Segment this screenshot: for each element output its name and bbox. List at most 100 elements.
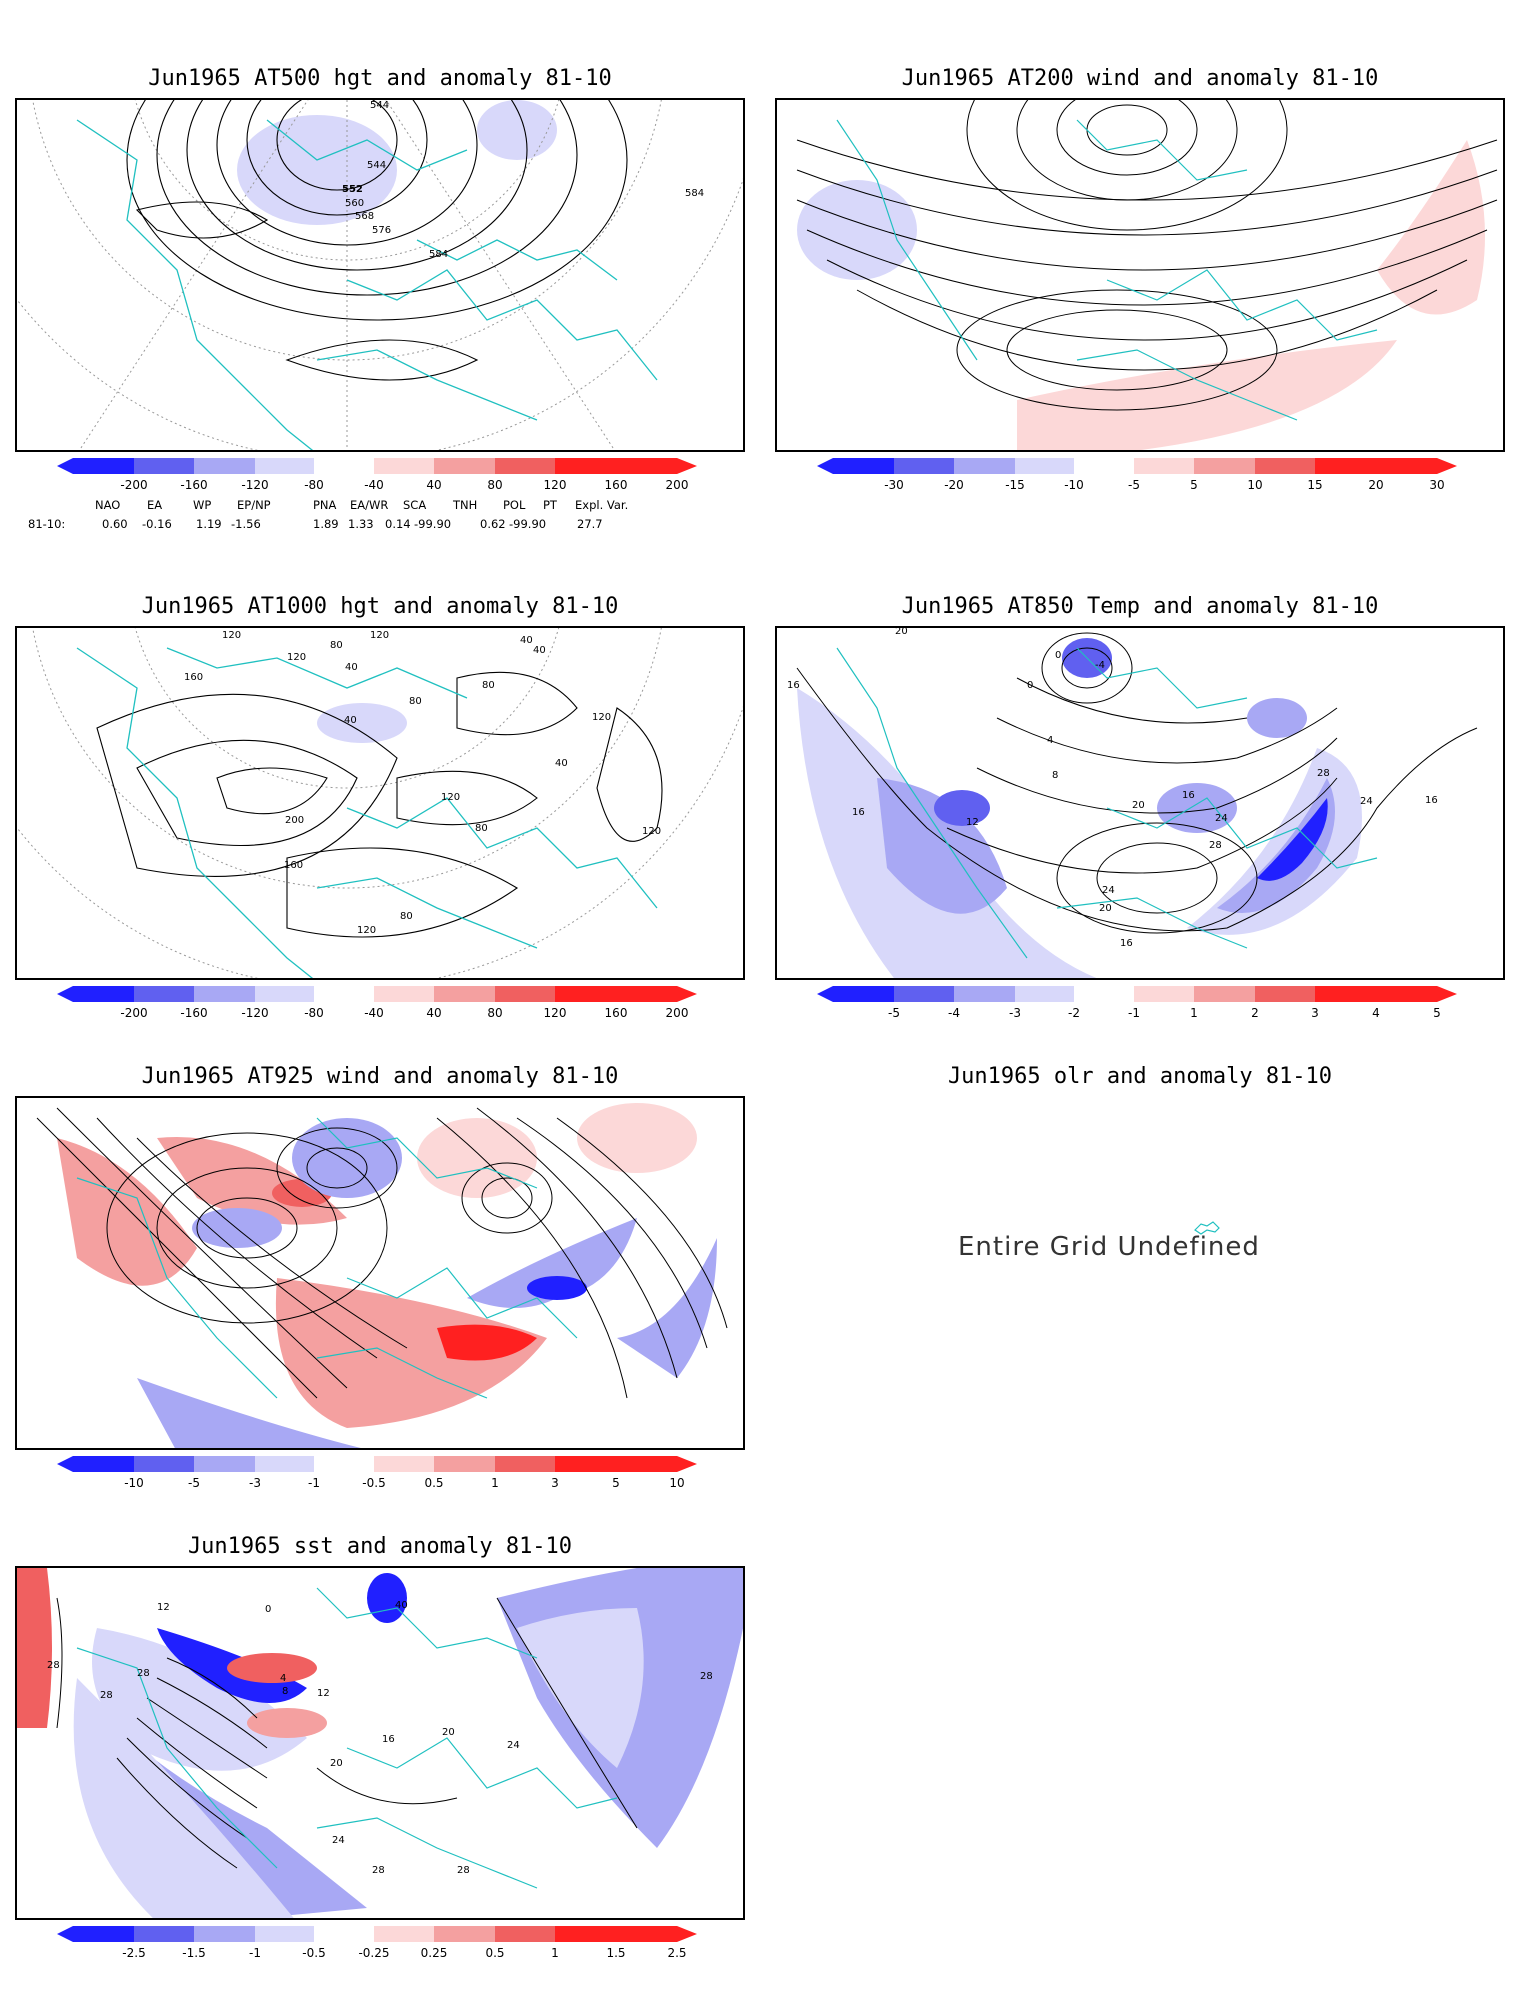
contour-label: 28	[100, 1690, 113, 1701]
contour-label: 0	[1027, 680, 1033, 691]
contour-label: 24	[1215, 813, 1228, 824]
contour-label: 552	[342, 184, 363, 195]
colorbar-tick: -2.5	[122, 1946, 146, 1960]
contour-label: 120	[357, 925, 376, 936]
colorbar-tick: -1	[1128, 1006, 1140, 1020]
colorbar-tick: -3	[1009, 1006, 1021, 1020]
colorbar-tick: 10	[669, 1476, 685, 1490]
contour-label: 16	[787, 680, 800, 691]
contour-label: 560	[345, 198, 364, 209]
contour-label: 80	[330, 640, 343, 651]
colorbar-tick: -3	[249, 1476, 261, 1490]
teleconnection-indices: NAO EA WP EP/NP PNA EA/WR SCA TNH POL PT…	[0, 498, 760, 538]
index-value: -99.90	[509, 517, 547, 531]
index-header: TNH	[453, 498, 478, 512]
colorbar: -200 -160 -120 -80 -40 40 80 120 160 200	[57, 984, 697, 1024]
colorbar-tick: 200	[665, 1006, 689, 1020]
panel-title: Jun1965 sst and anomaly 81-10	[187, 1534, 573, 1559]
panel-title: Jun1965 AT500 hgt and anomaly 81-10	[148, 66, 612, 91]
contour-label: 28	[1209, 840, 1222, 851]
colorbar-tick: 120	[543, 1006, 567, 1020]
panel-title: Jun1965 AT850 Temp and anomaly 81-10	[901, 594, 1379, 619]
colorbar-tick: -160	[180, 1006, 208, 1020]
index-value: 1.33	[348, 517, 374, 531]
contour-label: 40	[395, 1600, 408, 1611]
colorbar-tick: 5	[1190, 478, 1198, 492]
index-value: 0.60	[102, 517, 128, 531]
contour-label: 0	[265, 1604, 271, 1615]
colorbar-tick: -4	[948, 1006, 960, 1020]
map-at500: 544 544 552 560 568 576 584 584	[15, 98, 745, 452]
panel-at850: Jun1965 AT850 Temp and anomaly 81-10	[760, 588, 1520, 1028]
contour-label: 4	[1047, 735, 1053, 746]
panel-olr: Jun1965 olr and anomaly 81-10 Entire Gri…	[760, 1058, 1520, 1498]
colorbar-tick: 160	[604, 1006, 628, 1020]
colorbar-tick: 1	[491, 1476, 499, 1490]
colorbar-tick: 20	[1368, 478, 1384, 492]
colorbar-tick: -20	[944, 478, 964, 492]
colorbar-tick: -0.25	[358, 1946, 390, 1960]
panel-at200: Jun1965 AT200 wind and anomaly 81-10	[760, 60, 1520, 492]
coastline-fragment	[1194, 1221, 1220, 1235]
contour-label: 24	[507, 1740, 520, 1751]
colorbar-tick: -5	[888, 1006, 900, 1020]
contour-label: 20	[1132, 800, 1145, 811]
colorbar-tick: -40	[364, 1006, 384, 1020]
index-value: 1.89	[313, 517, 339, 531]
colorbar-tick: -120	[241, 1006, 269, 1020]
contour-label: 584	[685, 188, 704, 199]
colorbar-tick: 10	[1247, 478, 1263, 492]
colorbar-tick: 5	[1433, 1006, 1441, 1020]
index-value: 1.19	[196, 517, 222, 531]
colorbar-tick: 0.5	[485, 1946, 505, 1960]
contour-label: 544	[370, 100, 389, 111]
contour-label: 28	[457, 1865, 470, 1876]
index-value: -99.90	[414, 517, 452, 531]
colorbar-tick: 2.5	[667, 1946, 687, 1960]
contour-label: 20	[1099, 903, 1112, 914]
colorbar-tick: -1	[308, 1476, 320, 1490]
colorbar-tick: 30	[1429, 478, 1445, 492]
colorbar-tick: 80	[487, 1006, 503, 1020]
panel-title: Jun1965 olr and anomaly 81-10	[947, 1064, 1333, 1089]
map-at1000: 120 120 120 80 40 160 40 80 200 160 120 …	[15, 626, 745, 980]
colorbar-tick: 200	[665, 478, 689, 492]
contour-label: 16	[852, 807, 865, 818]
contour-label: 120	[441, 792, 460, 803]
panel-at925: Jun1965 AT925 wind and anomaly 81-10	[0, 1058, 760, 1498]
colorbar-tick: -80	[304, 478, 324, 492]
colorbar-tick: 40	[426, 478, 442, 492]
colorbar-tick: 160	[604, 478, 628, 492]
colorbar-tick: -200	[120, 478, 148, 492]
colorbar-tick: 40	[426, 1006, 442, 1020]
colorbar: -2.5 -1.5 -1 -0.5 -0.25 0.25 0.5 1 1.5 2…	[57, 1924, 697, 1964]
colorbar-tick: 0.25	[420, 1946, 448, 1960]
map-at925	[15, 1096, 745, 1450]
contour-label: 120	[287, 652, 306, 663]
contour-label: 20	[442, 1727, 455, 1738]
contour-label: 120	[222, 630, 241, 641]
contour-label: 28	[1317, 768, 1330, 779]
contour-label: 28	[372, 1865, 385, 1876]
contour-label: -4	[1095, 660, 1105, 671]
contour-label: 4	[280, 1673, 286, 1684]
contour-label: 12	[157, 1602, 170, 1613]
index-header: EP/NP	[237, 498, 271, 512]
contour-label: 576	[372, 225, 391, 236]
colorbar-tick: 120	[543, 478, 567, 492]
colorbar-tick: -10	[124, 1476, 144, 1490]
contour-label: 8	[1052, 770, 1058, 781]
contour-label: 80	[482, 680, 495, 691]
contour-label: 160	[184, 672, 203, 683]
colorbar-tick: -80	[304, 1006, 324, 1020]
contour-label: 80	[409, 696, 422, 707]
contour-label: 24	[332, 1835, 345, 1846]
panel-at1000: Jun1965 AT1000 hgt and anomaly 81-10	[0, 588, 760, 1028]
contour-label: 160	[284, 860, 303, 871]
contour-label: 200	[285, 815, 304, 826]
index-value: 27.7	[577, 517, 603, 531]
map-at850: 16 16 12 8 4 0 -4 0 16 20 24 28 28 24 16…	[775, 626, 1505, 980]
index-header: Expl. Var.	[575, 498, 629, 512]
colorbar-tick: 2	[1251, 1006, 1259, 1020]
colorbar-tick: 1	[1190, 1006, 1198, 1020]
